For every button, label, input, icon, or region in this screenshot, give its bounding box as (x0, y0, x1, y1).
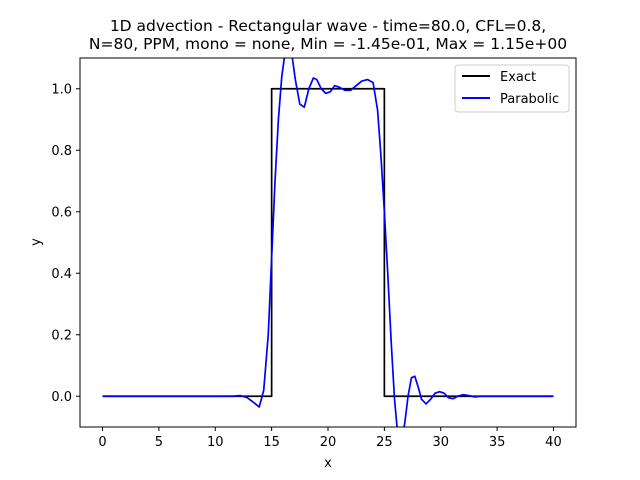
series-layer (102, 58, 554, 427)
legend-label-exact: Exact (500, 70, 536, 85)
x-tick-label: 20 (320, 435, 337, 450)
y-tick-label: 0.6 (51, 205, 72, 220)
y-tick-label: 0.2 (51, 328, 72, 343)
y-tick-label: 1.0 (51, 82, 72, 97)
series-line-parabolic (102, 58, 554, 427)
x-tick-label: 35 (489, 435, 506, 450)
x-axis-label: x (324, 456, 332, 471)
x-tick-label: 10 (207, 435, 224, 450)
x-tick-label: 30 (432, 435, 449, 450)
x-tick-label: 40 (545, 435, 562, 450)
legend-label-parabolic: Parabolic (500, 92, 559, 107)
y-tick-label: 0.8 (51, 144, 72, 159)
y-axis: 0.0 0.2 0.4 0.6 0.8 1.0 (51, 82, 80, 405)
y-tick-label: 0.4 (51, 267, 72, 282)
x-tick-label: 15 (263, 435, 280, 450)
x-tick-label: 0 (98, 435, 106, 450)
x-tick-label: 5 (155, 435, 163, 450)
x-tick-label: 25 (376, 435, 393, 450)
y-tick-label: 0.0 (51, 390, 72, 405)
legend: Exact Parabolic (454, 64, 570, 113)
x-axis: 0 5 10 15 20 25 30 35 40 (98, 427, 562, 450)
chart-title-line-2: N=80, PPM, mono = none, Min = -1.45e-01,… (89, 35, 567, 53)
y-axis-label: y (29, 238, 44, 246)
chart-title-line-1: 1D advection - Rectangular wave - time=8… (110, 17, 546, 35)
